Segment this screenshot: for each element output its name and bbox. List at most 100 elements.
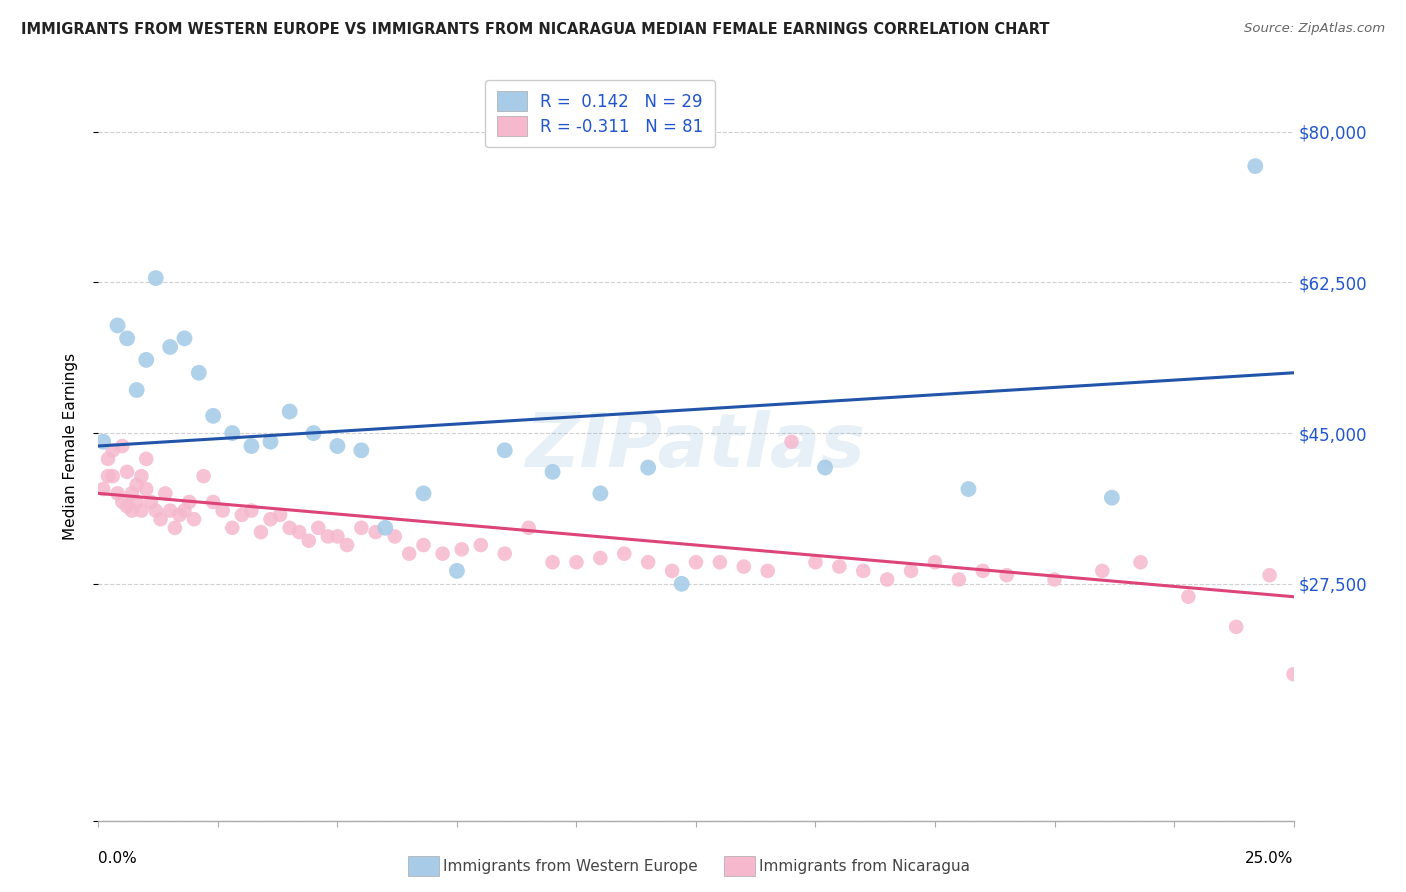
Point [107, 486, 129, 500]
Point [111, 495, 134, 509]
Point [412, 486, 434, 500]
Point [125, 495, 148, 509]
Point [97, 451, 120, 466]
Point [97, 469, 120, 483]
Point [125, 383, 148, 397]
Point [948, 573, 970, 587]
Point [589, 551, 612, 566]
Point [336, 538, 359, 552]
Point [384, 529, 406, 543]
Point [326, 439, 349, 453]
Point [298, 533, 321, 548]
Point [828, 559, 851, 574]
Point [101, 469, 124, 483]
Point [115, 500, 138, 514]
Point [350, 443, 373, 458]
Point [661, 564, 683, 578]
Point [1101, 491, 1123, 505]
Point [135, 482, 157, 496]
Point [111, 439, 134, 453]
Text: Immigrants from Nicaragua: Immigrants from Nicaragua [759, 859, 970, 873]
Point [202, 409, 225, 423]
Point [494, 547, 516, 561]
Point [155, 486, 177, 500]
Point [1177, 590, 1199, 604]
Point [91, 482, 114, 496]
Point [1244, 159, 1267, 173]
Point [121, 486, 143, 500]
Point [364, 525, 387, 540]
Point [187, 366, 209, 380]
Point [193, 469, 215, 483]
Point [221, 426, 243, 441]
Point [221, 521, 243, 535]
Point [135, 451, 157, 466]
Point [995, 568, 1018, 582]
Point [131, 469, 153, 483]
Point [145, 503, 167, 517]
Point [924, 555, 946, 569]
Point [1258, 568, 1281, 582]
Point [350, 521, 373, 535]
Point [269, 508, 291, 522]
Point [900, 564, 922, 578]
Point [115, 331, 138, 345]
Point [541, 465, 564, 479]
Point [202, 495, 225, 509]
Point [115, 465, 138, 479]
Text: IMMIGRANTS FROM WESTERN EUROPE VS IMMIGRANTS FROM NICARAGUA MEDIAN FEMALE EARNIN: IMMIGRANTS FROM WESTERN EUROPE VS IMMIGR… [21, 22, 1050, 37]
Point [240, 503, 263, 517]
Point [240, 439, 263, 453]
Point [804, 555, 827, 569]
Point [446, 564, 468, 578]
Point [231, 508, 253, 522]
Point [780, 434, 803, 449]
Point [250, 525, 273, 540]
Point [637, 555, 659, 569]
Text: Immigrants from Western Europe: Immigrants from Western Europe [443, 859, 697, 873]
Point [450, 542, 472, 557]
Point [169, 508, 191, 522]
Point [709, 555, 731, 569]
Legend: R =  0.142   N = 29, R = -0.311   N = 81: R = 0.142 N = 29, R = -0.311 N = 81 [485, 79, 716, 147]
Point [149, 512, 172, 526]
Point [91, 434, 114, 449]
Point [131, 503, 153, 517]
Point [685, 555, 707, 569]
Point [179, 495, 201, 509]
Point [107, 318, 129, 333]
Point [211, 503, 233, 517]
Point [173, 331, 195, 345]
Point [637, 460, 659, 475]
Point [852, 564, 875, 578]
Point [494, 443, 516, 458]
Point [163, 521, 186, 535]
Point [613, 547, 636, 561]
Y-axis label: Median Female Earnings: Median Female Earnings [63, 352, 77, 540]
Point [145, 271, 167, 285]
Point [125, 477, 148, 491]
Point [541, 555, 564, 569]
Point [278, 521, 301, 535]
Point [671, 576, 693, 591]
Point [135, 352, 157, 367]
Point [326, 529, 349, 543]
Text: 25.0%: 25.0% [1246, 851, 1294, 865]
Point [302, 426, 325, 441]
Point [259, 512, 281, 526]
Point [517, 521, 540, 535]
Point [957, 482, 980, 496]
Point [374, 521, 396, 535]
Point [1043, 573, 1066, 587]
Point [1282, 667, 1305, 681]
Point [159, 340, 181, 354]
Point [173, 503, 195, 517]
Point [307, 521, 329, 535]
Point [1225, 620, 1247, 634]
Point [183, 512, 205, 526]
Point [565, 555, 588, 569]
Point [814, 460, 837, 475]
Point [121, 503, 143, 517]
Text: ZIPatlas: ZIPatlas [526, 409, 866, 483]
Point [470, 538, 492, 552]
